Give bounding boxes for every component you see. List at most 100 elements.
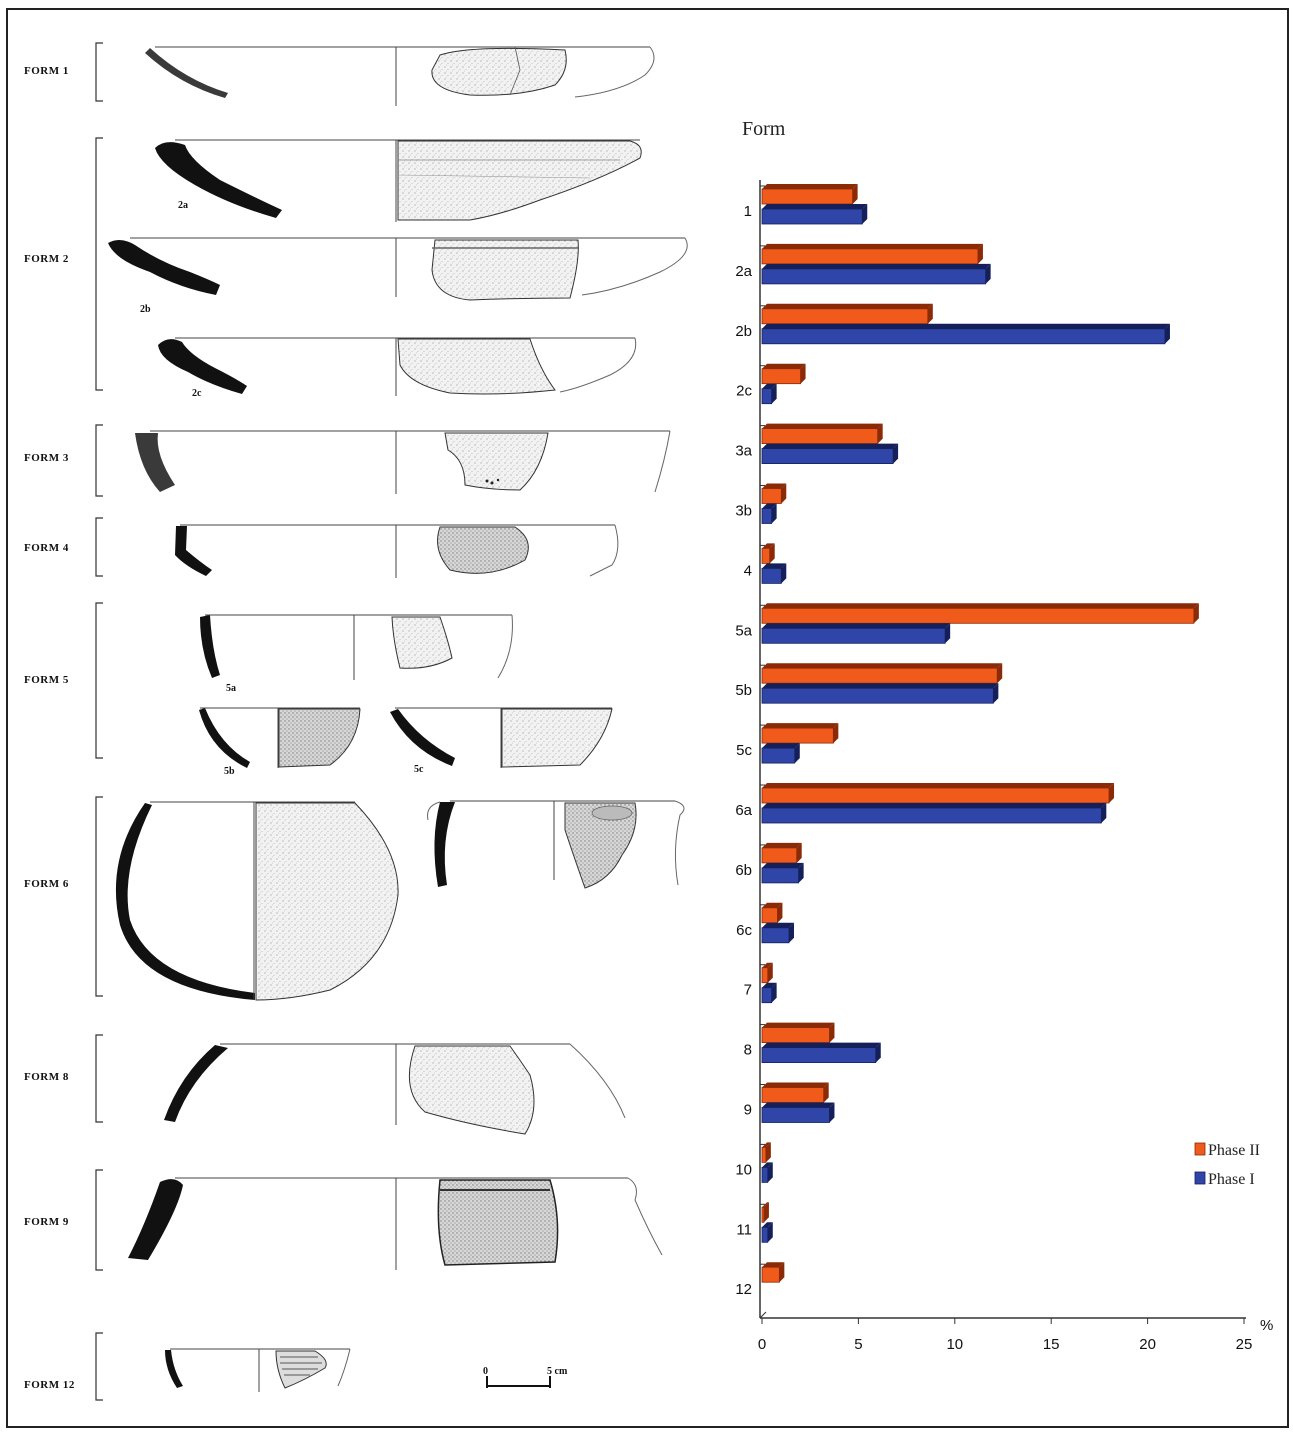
- bar-phase-i-6c: [761, 922, 794, 944]
- bar-phase-ii-4: [761, 543, 775, 564]
- form-4-drawing: FORM 4: [24, 517, 619, 578]
- form-9-drawing: FORM 9: [24, 1169, 663, 1271]
- legend-label-phase-ii: Phase II: [1208, 1142, 1260, 1159]
- bar-phase-ii-12: [761, 1262, 785, 1283]
- bar-phase-ii-9: [761, 1082, 829, 1103]
- x-tick-label-5: 5: [854, 1336, 862, 1353]
- bar-phase-i-2c: [761, 383, 777, 405]
- scale-bar: 0 5 cm: [483, 1366, 568, 1388]
- form-8-drawing: FORM 8: [24, 1034, 626, 1135]
- bar-phase-i-5b: [761, 683, 999, 704]
- category-label-3b: 3b: [735, 503, 752, 520]
- category-label-5a: 5a: [735, 622, 752, 639]
- chart-title: Form: [742, 118, 786, 140]
- bar-phase-ii-6b: [761, 842, 802, 864]
- sub-label-2b: 2b: [140, 304, 151, 315]
- chart-axes: 1 2a 2b 2c 3a 3b 4 5a 5b 5c 6a 6b 6c 7 8 9 10 11 12 0 5 10 15 2…: [735, 180, 1273, 1353]
- form-label: FORM 9: [24, 1216, 69, 1228]
- bar-phase-i-2a: [761, 263, 991, 285]
- bar-phase-i-6a: [761, 803, 1107, 824]
- bar-phase-ii-1: [761, 184, 858, 205]
- form-2-drawing: FORM 2 2a 2b 2c: [24, 137, 688, 399]
- bar-phase-i-3b: [761, 503, 777, 524]
- form-label: FORM 8: [24, 1071, 69, 1083]
- category-label-10: 10: [735, 1161, 752, 1178]
- bar-phase-ii-6c: [761, 902, 783, 924]
- x-tick-label-25: 25: [1236, 1336, 1253, 1353]
- sub-label-2c: 2c: [192, 388, 202, 399]
- legend-label-phase-i: Phase I: [1208, 1171, 1255, 1188]
- category-label-11: 11: [736, 1221, 752, 1238]
- bar-phase-ii-10: [761, 1142, 771, 1163]
- bar-phase-ii-5c: [761, 723, 839, 744]
- bar-phase-i-3a: [761, 443, 899, 465]
- bar-phase-i-8: [761, 1042, 881, 1063]
- category-label-8: 8: [744, 1042, 752, 1059]
- form-3-drawing: FORM 3: [24, 424, 671, 497]
- category-label-3a: 3a: [735, 443, 752, 460]
- bar-phase-i-5a: [761, 623, 951, 644]
- legend-swatch-phase-i: [1194, 1171, 1206, 1185]
- category-label-5b: 5b: [735, 682, 752, 699]
- bar-phase-ii-3a: [761, 423, 883, 445]
- form-1-drawing: FORM 1: [24, 42, 655, 106]
- bar-phase-ii-5a: [761, 603, 1199, 624]
- sub-label-5c: 5c: [414, 764, 424, 775]
- pottery-drawings-panel: FORM 1 FORM 2 2a 2b 2c: [24, 42, 688, 1401]
- category-label-1: 1: [744, 203, 752, 220]
- form-label: FORM 12: [24, 1379, 75, 1391]
- category-label-2a: 2a: [735, 263, 752, 280]
- category-label-2b: 2b: [735, 323, 752, 340]
- bar-phase-i-4: [761, 563, 787, 584]
- form-6-drawing: FORM 6: [24, 796, 685, 1001]
- form-label: FORM 5: [24, 674, 69, 686]
- form-5-drawing: FORM 5 5a 5b 5c: [24, 602, 613, 777]
- category-label-4: 4: [744, 562, 752, 579]
- bar-phase-ii-5b: [761, 663, 1003, 684]
- bar-phase-ii-7: [761, 962, 773, 984]
- legend-swatch-phase-ii: [1194, 1142, 1206, 1156]
- category-label-6a: 6a: [735, 802, 752, 819]
- bar-phase-i-2b: [761, 323, 1170, 345]
- chart-bars: [761, 184, 1199, 1283]
- form-12-drawing: FORM 12: [24, 1332, 351, 1401]
- sub-label-5b: 5b: [224, 766, 235, 777]
- form-label: FORM 6: [24, 878, 69, 890]
- x-tick-label-0: 0: [758, 1336, 766, 1353]
- bar-phase-ii-2a: [761, 243, 983, 265]
- sub-label-2a: 2a: [178, 200, 188, 211]
- form-label: FORM 2: [24, 253, 69, 265]
- category-label-5c: 5c: [736, 742, 752, 759]
- form-label: FORM 1: [24, 65, 69, 77]
- form-label: FORM 4: [24, 542, 69, 554]
- bar-phase-ii-2c: [761, 363, 806, 385]
- chart-legend: Phase II Phase I: [1194, 1142, 1260, 1188]
- bar-phase-ii-11: [761, 1202, 769, 1223]
- bar-phase-i-5c: [761, 743, 800, 764]
- bar-phase-ii-6a: [761, 783, 1115, 804]
- form-label: FORM 3: [24, 452, 69, 464]
- category-label-12: 12: [735, 1281, 752, 1298]
- sub-label-5a: 5a: [226, 683, 236, 694]
- bar-phase-ii-3b: [761, 483, 787, 504]
- category-label-9: 9: [744, 1102, 752, 1119]
- bar-phase-i-6b: [761, 862, 804, 884]
- bar-phase-i-10: [761, 1162, 773, 1183]
- scale-start-label: 0: [483, 1366, 488, 1377]
- bar-phase-ii-8: [761, 1022, 835, 1043]
- scale-end-label: 5 cm: [547, 1366, 568, 1377]
- x-tick-label-20: 20: [1139, 1336, 1156, 1353]
- bar-phase-ii-2b: [761, 303, 933, 325]
- x-axis-label: %: [1260, 1317, 1273, 1334]
- category-label-7: 7: [744, 982, 752, 999]
- bar-phase-i-1: [761, 204, 868, 225]
- category-label-6c: 6c: [736, 922, 752, 939]
- x-tick-label-15: 15: [1043, 1336, 1060, 1353]
- figure-frame: [6, 8, 1289, 1428]
- category-label-6b: 6b: [735, 862, 752, 879]
- bar-phase-i-7: [761, 982, 777, 1004]
- bar-phase-i-11: [761, 1222, 773, 1243]
- category-label-2c: 2c: [736, 383, 752, 400]
- x-tick-label-10: 10: [946, 1336, 963, 1353]
